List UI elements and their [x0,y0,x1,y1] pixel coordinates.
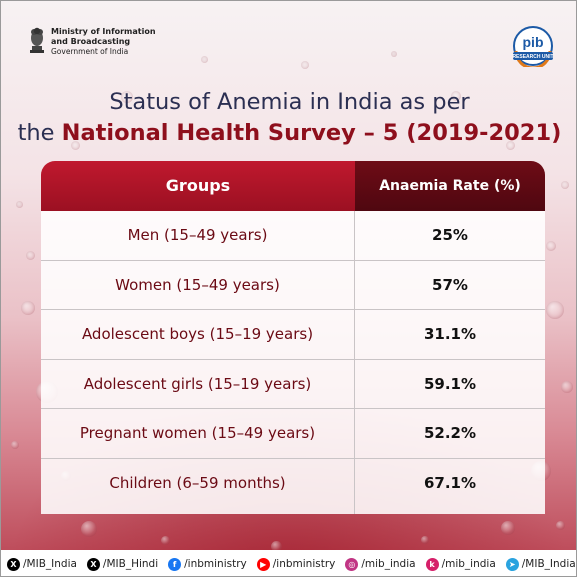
group-cell: Women (15–49 years) [41,260,355,310]
rate-cell: 52.2% [423,424,477,443]
pib-logo-subtext: RESEARCH UNIT [512,54,553,60]
title-highlight: National Health Survey – 5 (2019-2021) [61,120,562,146]
social-link[interactable]: X/MIB_India [7,557,77,571]
ministry-line-3: Government of India [51,47,129,56]
facebook-icon: f [168,557,182,571]
social-handle: /MIB_India [23,558,77,570]
bubble-decoration [556,521,565,530]
table-row: Women (15–49 years) 57% [41,260,545,311]
header-groups: Groups [41,161,355,211]
social-link[interactable]: f/inbministry [168,557,247,571]
ministry-line-2: and Broadcasting [51,37,131,46]
pib-logo-text: pib [523,34,544,50]
social-link[interactable]: ▶/inbministry [256,557,336,571]
bubble-decoration [271,541,282,552]
bubble-decoration [71,141,80,150]
table-row: Pregnant women (15–49 years) 52.2% [41,409,545,459]
group-cell: Adolescent boys (15–19 years) [41,310,355,359]
table-row: Adolescent boys (15–19 years) 31.1% [41,310,545,360]
bubble-decoration [26,251,35,260]
social-link[interactable]: X/MIB_Hindi [86,557,159,571]
social-link[interactable]: ➤/MIB_India [505,557,576,571]
social-handle: /mib_india [361,558,416,570]
rate-cell: 31.1% [423,325,477,344]
bubble-decoration [561,381,573,393]
social-handle: /MIB_Hindi [102,558,159,570]
header-anaemia-rate: Anaemia Rate (%) [355,161,545,211]
table-header: Groups Anaemia Rate (%) [41,161,545,211]
social-link[interactable]: ◎/mib_india [345,557,416,571]
youtube-icon: ▶ [256,557,270,571]
group-cell: Adolescent girls (15–19 years) [41,359,355,409]
rate-cell: 59.1% [423,374,477,393]
bubble-decoration [201,56,208,63]
social-handle: /inbministry [184,558,247,570]
anaemia-table: Groups Anaemia Rate (%) Men (15–49 years… [41,161,545,514]
rate-cell: 57% [432,275,468,294]
pib-research-unit-logo: pib RESEARCH UNIT [512,26,554,67]
bubble-decoration [301,61,309,69]
group-cell: Pregnant women (15–49 years) [41,409,355,458]
rate-cell: 67.1% [423,473,477,492]
bubble-decoration [546,301,564,319]
table-row: Adolescent girls (15–19 years) 59.1% [41,359,545,410]
page-title-line-2: the National Health Survey – 5 (2019-202… [1,120,576,146]
table-body: Men (15–49 years) 25% Women (15–49 years) 5… [41,211,545,514]
bubble-decoration [81,521,97,537]
bubble-decoration [421,536,429,544]
social-handle: /mib_india [441,558,496,570]
bubble-decoration [161,536,170,545]
social-handle: /inbministry [272,558,336,570]
group-cell: Children (6–59 months) [41,458,355,514]
rate-cell: 25% [432,226,468,244]
x-icon: X [86,557,100,571]
page-title-line-1: Status of Anemia in India as per [109,89,470,115]
telegram-icon: ➤ [505,557,519,571]
title-prefix: the [17,120,62,146]
ministry-line-1: Ministry of Information [51,27,156,36]
bubble-decoration [121,91,133,103]
bubble-decoration [391,51,397,57]
table-row: Men (15–49 years) 25% [41,211,545,261]
ministry-name: Ministry of Information and Broadcasting… [51,27,156,57]
social-link[interactable]: k/mib_india [425,557,496,571]
group-cell: Men (15–49 years) [41,211,355,260]
social-footer: X/MIB_India X/MIB_Hindi f/inbministry ▶/inb… [1,550,576,576]
bubble-decoration [501,521,515,535]
bubble-decoration [506,141,515,150]
instagram-icon: ◎ [345,557,359,571]
bubble-decoration [561,181,569,189]
social-handle: /MIB_India [521,558,576,570]
bubble-decoration [546,241,556,251]
bubble-decoration [21,301,35,315]
bubble-decoration [11,441,19,449]
koo-icon: k [425,557,439,571]
x-icon: X [7,557,20,571]
bubble-decoration [16,201,23,208]
national-emblem-icon [30,27,44,53]
table-row: Children (6–59 months) 67.1% [41,458,545,514]
bubble-decoration [451,91,461,101]
